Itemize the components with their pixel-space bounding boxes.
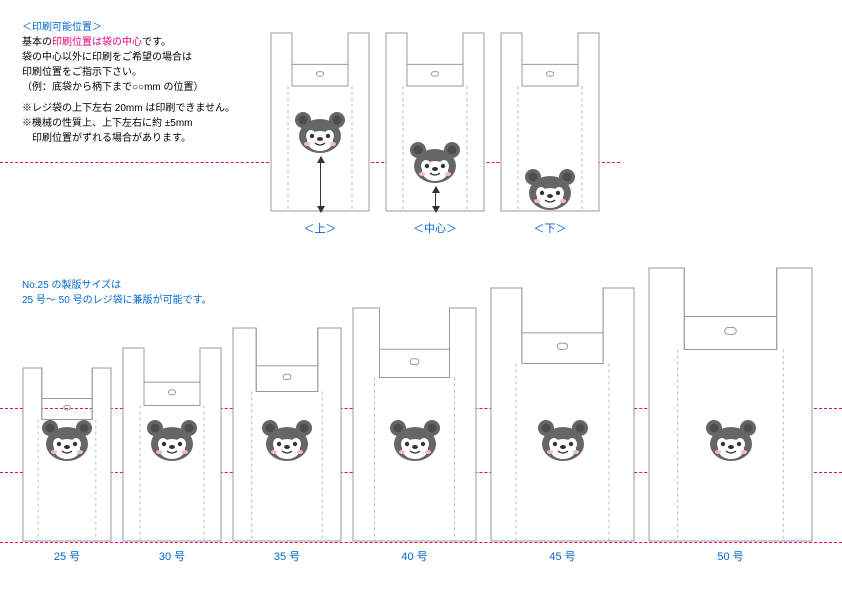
mascot	[390, 418, 440, 466]
section1-note2: ※機械の性質上、上下左右に約 ±5mm	[22, 116, 235, 131]
bag-label: ＜上＞	[270, 220, 370, 236]
bag-label: ＜中心＞	[385, 220, 485, 236]
bag-label: 35 号	[232, 548, 342, 564]
section1-line4: （例：底袋から柄下まで○○mm の位置）	[22, 80, 235, 95]
bag-label: 30 号	[122, 548, 222, 564]
section1-note1: ※レジ袋の上下左右 20mm は印刷できません。	[22, 101, 235, 116]
mascot	[538, 418, 588, 466]
extent-arrow	[435, 187, 436, 212]
top-bag: ＜中心＞	[385, 32, 485, 212]
section1-text: ＜印刷可能位置＞ 基本の印刷位置は袋の中心です。 袋の中心以外に印刷をご希望の場…	[22, 20, 235, 146]
mascot	[410, 140, 460, 188]
mascot	[147, 418, 197, 466]
mascot-icon	[538, 418, 588, 463]
bag-label: 45 号	[490, 548, 635, 564]
bag-label: ＜下＞	[500, 220, 600, 236]
bottom-bag: 35 号	[232, 327, 342, 542]
section1-line2: 袋の中心以外に印刷をご希望の場合は	[22, 50, 235, 65]
mascot-icon	[295, 110, 345, 155]
bag-label: 25 号	[22, 548, 112, 564]
bag-svg	[648, 267, 813, 542]
mascot	[42, 418, 92, 466]
section2-line2: 25 号～ 50 号のレジ袋に兼版が可能です。	[22, 293, 212, 308]
top-bag: ＜下＞	[500, 32, 600, 212]
bottom-bag: 30 号	[122, 347, 222, 542]
top-bag: ＜上＞	[270, 32, 370, 212]
bottom-bag: 40 号	[352, 307, 477, 542]
mascot-icon	[262, 418, 312, 463]
guide-line	[0, 542, 842, 543]
mascot-icon	[42, 418, 92, 463]
mascot-icon	[706, 418, 756, 463]
mascot	[295, 110, 345, 158]
extent-arrow	[320, 157, 321, 212]
mascot	[262, 418, 312, 466]
bottom-bag: 25 号	[22, 367, 112, 542]
section1-line1: 基本の印刷位置は袋の中心です。	[22, 35, 235, 50]
mascot-icon	[410, 140, 460, 185]
bag-label: 50 号	[648, 548, 813, 564]
section2-line1: No.25 の製版サイズは	[22, 278, 212, 293]
bag-label: 40 号	[352, 548, 477, 564]
section1-line3: 印刷位置をご指示下さい。	[22, 65, 235, 80]
mascot-icon	[525, 167, 575, 212]
mascot	[525, 167, 575, 215]
bottom-bag: 50 号	[648, 267, 813, 542]
section1-heading: ＜印刷可能位置＞	[22, 20, 235, 35]
mascot-icon	[147, 418, 197, 463]
mascot-icon	[390, 418, 440, 463]
section2-text: No.25 の製版サイズは 25 号～ 50 号のレジ袋に兼版が可能です。	[22, 278, 212, 308]
mascot	[706, 418, 756, 466]
bag-svg	[490, 287, 635, 542]
section1-note3: 印刷位置がずれる場合があります。	[22, 131, 235, 146]
bottom-bag: 45 号	[490, 287, 635, 542]
